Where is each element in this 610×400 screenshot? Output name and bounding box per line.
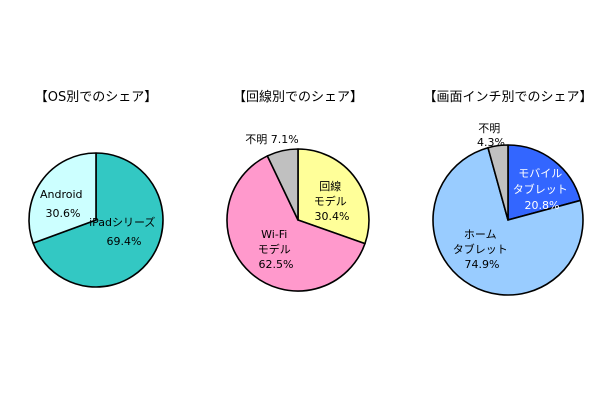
pie-chart-os: 【OS別でのシェア】 iPadシリーズ 69.4% Android 30.6% bbox=[28, 90, 164, 288]
slice-label-unknown-line: 不明 7.1% bbox=[245, 133, 298, 146]
slice-unknown-screen bbox=[487, 144, 509, 221]
chart-title-line-type: 【回線別でのシェア】 bbox=[233, 89, 363, 105]
slice-wifi bbox=[226, 155, 366, 292]
pie-chart-screen-size: 【画面インチ別でのシェア】 モバイル タブレット 20.8% ホーム タブレット… bbox=[423, 90, 593, 296]
slice-cellular bbox=[297, 148, 370, 245]
slice-mobile-tablet bbox=[507, 144, 582, 221]
slice-unknown-line bbox=[266, 148, 299, 221]
slice-home-tablet bbox=[432, 146, 584, 296]
slice-label-ipad: iPadシリーズ 69.4% bbox=[89, 215, 159, 248]
slice-label-android: Android 30.6% bbox=[40, 188, 86, 220]
chart-title-screen-size: 【画面インチ別でのシェア】 bbox=[423, 90, 592, 105]
slice-label-home-tablet: ホーム タブレット 74.9% bbox=[453, 228, 512, 271]
slice-ipad bbox=[32, 152, 164, 288]
slice-label-wifi: Wi-Fi モデル 62.5% bbox=[258, 228, 295, 271]
slice-label-cellular: 回線 モデル 30.4% bbox=[314, 179, 351, 223]
pie-chart-line-type: 【回線別でのシェア】 回線 モデル 30.4% Wi-Fi モデル 62.5% … bbox=[226, 89, 370, 292]
slice-label-unknown-screen: 不明 4.3% bbox=[477, 122, 505, 149]
slice-label-mobile-tablet: モバイル タブレット 20.8% bbox=[513, 167, 572, 212]
slice-android bbox=[28, 152, 97, 244]
chart-title-os: 【OS別でのシェア】 bbox=[35, 90, 158, 105]
